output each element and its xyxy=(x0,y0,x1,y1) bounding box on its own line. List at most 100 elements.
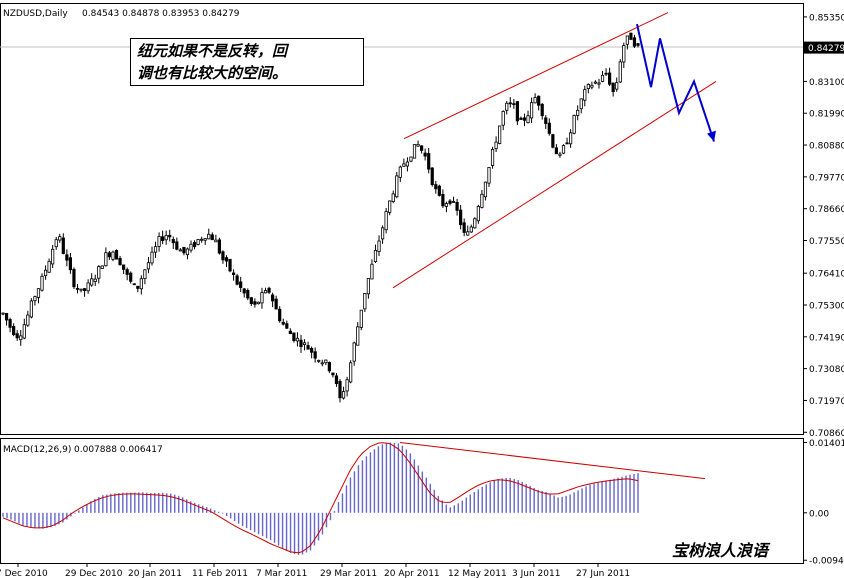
candle-body xyxy=(629,32,633,40)
price-tick-label: 0.77550 xyxy=(809,237,844,247)
candle-body xyxy=(33,296,37,302)
time-tick-label: 20 Jan 2011 xyxy=(128,569,182,578)
candle-body xyxy=(150,251,154,264)
current-price-label: 0.84279 xyxy=(808,44,844,54)
price-axis: 0.85350 0.84279 0.83100 0.81990 0.80880 0.797… xyxy=(803,13,844,439)
candle-body xyxy=(416,143,420,147)
candle-body xyxy=(338,380,342,399)
price-tick-label: 0.74190 xyxy=(809,333,844,343)
time-tick-label: 29 Dec 2010 xyxy=(65,569,123,578)
candle-body xyxy=(242,288,246,294)
time-tick-label: 29 Mar 2011 xyxy=(320,569,377,578)
candle-body xyxy=(75,287,80,290)
candle-body xyxy=(334,375,339,384)
candle-body xyxy=(263,290,268,294)
candle-body xyxy=(260,292,264,304)
candle-body xyxy=(274,298,278,310)
candle-body xyxy=(51,248,55,265)
candle-body xyxy=(178,249,182,252)
candle-body xyxy=(100,265,104,269)
candles xyxy=(1,32,640,403)
candle-body xyxy=(224,257,229,262)
annotation-line-1: 纽元如果不是反转，回 xyxy=(137,42,288,60)
candle-body xyxy=(114,250,119,260)
candle-body xyxy=(214,239,218,243)
candle-body xyxy=(600,74,605,82)
candle-body xyxy=(47,260,51,273)
candle-body xyxy=(370,263,374,280)
candle-body xyxy=(256,301,261,305)
candle-body xyxy=(288,330,292,335)
candle-body xyxy=(207,233,211,240)
candle-body xyxy=(317,359,321,362)
candle-body xyxy=(551,134,555,148)
candle-body xyxy=(579,98,583,110)
projection-arrowhead xyxy=(707,130,716,142)
candle-body xyxy=(487,167,491,184)
candle-body xyxy=(192,241,197,248)
candle-body xyxy=(171,239,175,244)
candle-body xyxy=(231,272,236,275)
price-tick-label: 0.75300 xyxy=(809,302,844,312)
candle-body xyxy=(565,142,569,145)
time-tick-label: 3 Jun 2011 xyxy=(512,569,560,578)
candle-body xyxy=(200,238,204,241)
candle-body xyxy=(526,115,530,124)
candle-body xyxy=(271,294,275,302)
price-tick-label: 0.79770 xyxy=(809,173,844,183)
candle-body xyxy=(420,145,424,151)
candle-body xyxy=(388,200,392,213)
macd-label: MACD(12,26,9) xyxy=(3,445,71,455)
candle-body xyxy=(377,240,381,252)
candle-body xyxy=(483,181,488,198)
candle-body xyxy=(93,278,97,282)
candle-body xyxy=(43,269,48,277)
candle-body xyxy=(490,149,495,166)
candle-body xyxy=(618,61,622,83)
candle-body xyxy=(246,289,250,299)
candle-body xyxy=(36,288,41,298)
current-price-box xyxy=(804,41,844,54)
candle-body xyxy=(476,206,480,222)
candle-body xyxy=(164,234,168,241)
candle-body xyxy=(182,246,186,254)
candle-body xyxy=(480,193,484,208)
candle-body xyxy=(313,351,317,359)
candle-body xyxy=(82,288,87,291)
candle-body xyxy=(306,345,310,350)
candle-body xyxy=(19,335,23,341)
candle-body xyxy=(352,342,356,362)
time-axis: 7 Dec 2010 29 Dec 2010 20 Jan 2011 11 Feb 2… xyxy=(0,563,630,578)
candle-body xyxy=(473,218,477,229)
candle-body xyxy=(405,161,410,167)
candle-body xyxy=(310,348,314,353)
candle-body xyxy=(508,102,512,105)
candle-body xyxy=(363,293,367,310)
price-frame xyxy=(0,3,804,435)
signal-polyline xyxy=(2,442,639,554)
projection-path xyxy=(636,23,715,142)
candle-body xyxy=(437,185,441,196)
candle-body xyxy=(515,101,519,122)
macd-signal-line xyxy=(2,442,639,554)
price-tick-label: 0.80880 xyxy=(809,142,844,152)
candle-body xyxy=(12,326,16,336)
price-tick-label: 0.73080 xyxy=(809,365,844,375)
candle-body xyxy=(153,246,158,253)
candle-body xyxy=(185,248,190,256)
candle-body xyxy=(90,278,94,286)
candle-body xyxy=(444,203,449,207)
candle-body xyxy=(373,250,378,262)
candle-body xyxy=(239,281,243,288)
candle-body xyxy=(341,391,346,399)
candle-body xyxy=(501,111,505,126)
candle-body xyxy=(235,275,239,285)
price-tick-label: 0.76410 xyxy=(809,270,844,280)
candle-body xyxy=(79,288,83,291)
candle-body xyxy=(498,125,502,144)
candle-body xyxy=(356,326,360,346)
candle-body xyxy=(104,252,108,267)
candle-body xyxy=(58,236,62,241)
candle-body xyxy=(26,314,30,326)
candle-body xyxy=(505,102,509,111)
